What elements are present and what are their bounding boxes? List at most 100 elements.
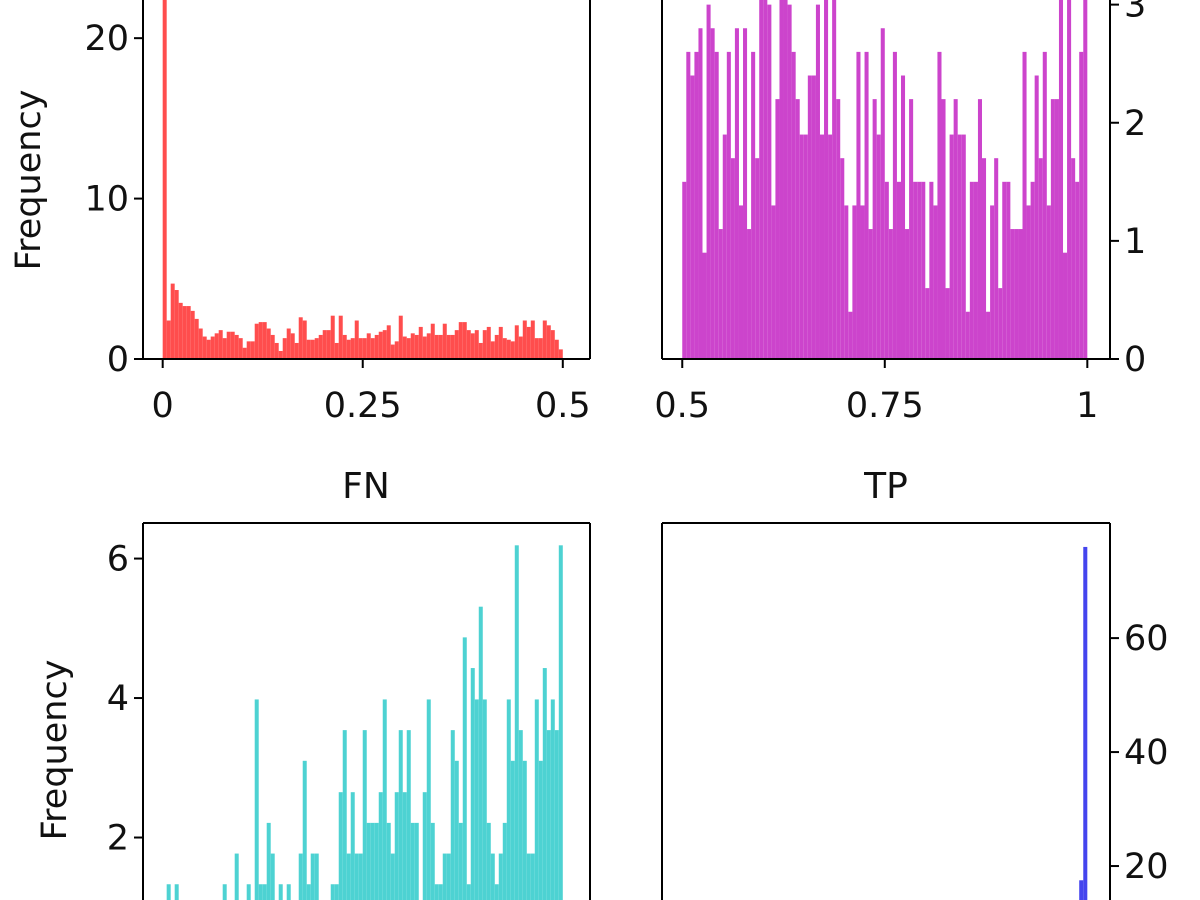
histogram-bar xyxy=(354,853,359,900)
histogram-bar xyxy=(478,342,483,359)
histogram-bar xyxy=(174,884,179,900)
histogram-bar xyxy=(526,326,531,359)
histogram-bar xyxy=(394,341,399,359)
histogram-bar xyxy=(482,699,487,900)
histogram-bar xyxy=(270,853,275,900)
histogram-bar xyxy=(446,853,451,900)
histogram-bar xyxy=(478,606,483,900)
histogram-bar xyxy=(961,134,966,359)
histogram-bar xyxy=(1083,0,1088,359)
histogram-bar xyxy=(755,158,760,359)
histogram-bar xyxy=(238,338,243,359)
histogram-bar xyxy=(538,338,543,359)
histogram-bar xyxy=(310,339,315,359)
histogram-bar xyxy=(554,730,559,900)
histogram-bar xyxy=(326,330,331,359)
histogram-bar xyxy=(514,325,519,359)
histogram-bar xyxy=(1034,75,1039,359)
histogram-bar xyxy=(418,326,423,359)
histogram-bar xyxy=(860,205,865,359)
histogram-bar xyxy=(442,323,447,359)
histogram-bar xyxy=(274,342,279,359)
histogram-bar xyxy=(852,205,857,359)
histogram-bar xyxy=(884,181,889,359)
y-tick-label: 10 xyxy=(84,180,129,220)
histogram-bar xyxy=(394,792,399,900)
y-tick-label: 4 xyxy=(107,679,129,719)
histogram-bar xyxy=(921,181,926,359)
histogram-bar xyxy=(868,229,873,359)
histogram-bar xyxy=(482,330,487,359)
histogram-bar xyxy=(258,322,263,359)
histogram-bar xyxy=(864,51,869,359)
histogram-bar xyxy=(194,318,199,359)
histogram-bar xyxy=(909,99,914,359)
histogram-bar xyxy=(374,822,379,900)
histogram-bar xyxy=(787,4,792,359)
histogram-bar xyxy=(286,884,291,900)
histogram-bar xyxy=(734,28,739,359)
histogram-bar xyxy=(490,341,495,359)
histogram-bar xyxy=(977,99,982,359)
histogram-bar xyxy=(266,822,271,900)
histogram-bar xyxy=(186,306,191,359)
histogram-bar xyxy=(795,99,800,359)
histogram-bar xyxy=(710,28,715,359)
histogram-bar xyxy=(1042,51,1047,359)
histogram-bar xyxy=(510,760,515,900)
panel-title: TP xyxy=(863,466,908,507)
histogram-bar xyxy=(474,699,479,900)
histogram-bar xyxy=(1014,229,1019,359)
histogram-bar xyxy=(722,134,727,359)
histogram-bar xyxy=(1022,51,1027,359)
histogram-bar xyxy=(302,760,307,900)
axes-frame xyxy=(661,0,1111,360)
histogram-bar xyxy=(1010,229,1015,359)
histogram-bar xyxy=(290,333,295,359)
histogram-bar xyxy=(844,205,849,359)
histogram-bar xyxy=(446,334,451,359)
y-tick-label: 20 xyxy=(1124,847,1169,887)
histogram-bar xyxy=(1071,158,1076,359)
histogram-bar xyxy=(848,311,853,359)
histogram-bar xyxy=(170,283,175,359)
histogram-bar xyxy=(198,328,203,359)
histogram-bar xyxy=(294,342,299,359)
histogram-bar xyxy=(490,853,495,900)
histogram-bar xyxy=(370,338,375,359)
x-tick-label: 0.75 xyxy=(846,386,924,426)
histogram-bar xyxy=(314,853,319,900)
histogram-bar xyxy=(1079,880,1084,900)
histogram-bar xyxy=(832,0,837,359)
histogram-bar xyxy=(450,730,455,900)
histogram-bar xyxy=(1079,51,1084,359)
histogram-bar xyxy=(402,792,407,900)
histogram-bar xyxy=(498,853,503,900)
histogram-bar xyxy=(298,317,303,359)
histogram-bar xyxy=(811,75,816,359)
histogram-bar xyxy=(222,884,227,900)
histogram-bar xyxy=(1038,158,1043,359)
histogram-bar xyxy=(462,637,467,900)
histogram-bar xyxy=(767,4,772,359)
histogram-bar xyxy=(342,334,347,359)
histogram-bar xyxy=(949,134,954,359)
histogram-bar xyxy=(426,699,431,900)
histogram-bar xyxy=(994,158,999,359)
y-tick-label: 2 xyxy=(1124,104,1146,144)
histogram-bar xyxy=(937,51,942,359)
histogram-bar xyxy=(751,51,756,359)
histogram-bar xyxy=(362,338,367,359)
histogram-bar xyxy=(450,334,455,359)
histogram-bar xyxy=(1006,181,1011,359)
histogram-bar xyxy=(807,75,812,359)
histogram-bar xyxy=(202,336,207,359)
histogram-bar xyxy=(322,330,327,359)
histogram-bar xyxy=(302,320,307,359)
panel-fn: FN 2 4 6 Frequency xyxy=(35,466,591,900)
histogram-bar xyxy=(162,0,167,359)
histogram-bar xyxy=(358,853,363,900)
histogram-bar xyxy=(1075,181,1080,359)
histogram-bar xyxy=(334,342,339,359)
histogram-bar xyxy=(819,134,825,359)
